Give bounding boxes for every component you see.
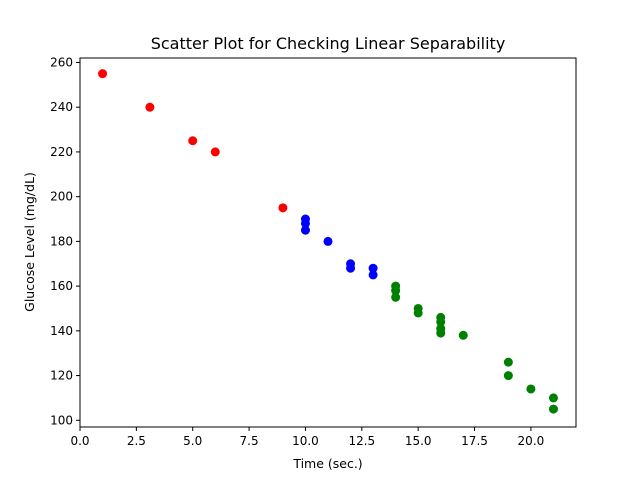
x-axis-label: Time (sec.) — [292, 456, 362, 471]
axis-ticks: 0.0 2.5 5.0 7.5 10.0 12.5 15.0 17.5 20.0 100 120 14… — [50, 55, 544, 448]
data-point — [436, 317, 446, 327]
data-point — [413, 308, 423, 318]
x-tick-label: 15.0 — [405, 434, 432, 448]
data-point — [391, 292, 401, 302]
data-point — [526, 384, 536, 394]
y-axis-label: Glucose Level (mg/dL) — [22, 172, 37, 312]
data-point — [368, 263, 378, 273]
x-tick-label: 20.0 — [518, 434, 545, 448]
data-point — [210, 147, 220, 157]
data-point — [346, 263, 356, 273]
y-tick-label: 240 — [50, 100, 73, 114]
y-tick-label: 180 — [50, 234, 73, 248]
data-point — [503, 357, 513, 367]
x-tick-label: 5.0 — [183, 434, 202, 448]
y-tick-label: 160 — [50, 279, 73, 293]
data-point — [548, 404, 558, 414]
data-point — [436, 328, 446, 338]
plot-frame — [79, 57, 577, 428]
data-point — [300, 225, 310, 235]
data-point — [368, 270, 378, 280]
data-point — [391, 286, 401, 296]
y-tick-label: 220 — [50, 145, 73, 159]
chart-title: Scatter Plot for Checking Linear Separab… — [151, 34, 506, 53]
data-point — [503, 371, 513, 381]
data-point — [323, 236, 333, 246]
data-points — [98, 69, 558, 414]
x-tick-label: 17.5 — [461, 434, 488, 448]
data-point — [548, 393, 558, 403]
y-tick-label: 140 — [50, 324, 73, 338]
x-tick-label: 2.5 — [127, 434, 146, 448]
x-tick-label: 0.0 — [70, 434, 89, 448]
data-point — [98, 69, 108, 79]
x-tick-label: 10.0 — [292, 434, 319, 448]
y-tick-label: 120 — [50, 369, 73, 383]
x-tick-label: 12.5 — [348, 434, 375, 448]
y-tick-label: 200 — [50, 190, 73, 204]
data-point — [188, 136, 198, 146]
data-point — [145, 102, 155, 112]
x-tick-label: 7.5 — [240, 434, 259, 448]
data-point — [300, 218, 310, 228]
data-point — [278, 203, 288, 213]
data-point — [458, 330, 468, 340]
y-tick-label: 100 — [50, 413, 73, 427]
y-tick-label: 260 — [50, 55, 73, 69]
